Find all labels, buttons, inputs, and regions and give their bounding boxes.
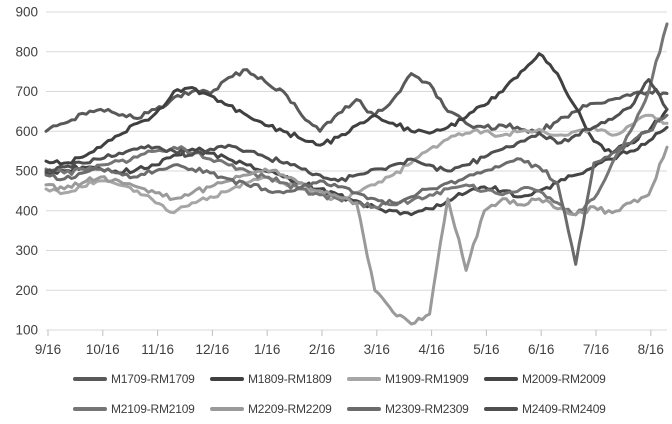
legend-marker-m2209-rm2209 (210, 407, 244, 411)
legend-label: M1709-RM1709 (111, 372, 195, 386)
series-line-m2009-rm2009 (44, 125, 669, 217)
x-axis-label-3/16: 3/16 (364, 342, 390, 357)
legend-item-m1709-rm1709: M1709-RM1709 (73, 372, 195, 386)
x-axis-label-12/16: 12/16 (196, 342, 230, 357)
legend-item-m2409-rm2409: M2409-RM2409 (484, 402, 606, 416)
legend-marker-m2409-rm2409 (484, 407, 518, 411)
legend-item-m2009-rm2009: M2009-RM2009 (484, 372, 606, 386)
y-axis-label-700: 700 (15, 84, 38, 99)
legend-marker-m1909-rm1909 (347, 377, 381, 381)
legend-label: M2009-RM2009 (522, 372, 606, 386)
legend-marker-m1709-rm1709 (73, 377, 107, 381)
legend-label: M1809-RM1809 (248, 372, 332, 386)
series-line-m1809-rm1809 (44, 52, 669, 166)
legend-item-m1909-rm1909: M1909-RM1909 (347, 372, 469, 386)
x-axis-label-11/16: 11/16 (141, 342, 174, 357)
legend-marker-m2309-rm2309 (347, 407, 381, 411)
legend-marker-m2109-rm2109 (73, 407, 107, 411)
legend-label: M2409-RM2409 (522, 402, 606, 416)
series-line-m1709-rm1709 (44, 68, 669, 134)
series-line-m1909-rm1909 (44, 113, 669, 215)
legend-label: M1909-RM1909 (385, 372, 469, 386)
y-axis-label-200: 200 (15, 283, 38, 298)
x-axis-label-1/16: 1/16 (254, 342, 280, 357)
legend-label: M2209-RM2209 (248, 402, 332, 416)
y-axis-label-300: 300 (15, 243, 38, 258)
legend-marker-m1809-rm1809 (210, 377, 244, 381)
legend-item-m2109-rm2109: M2109-RM2109 (73, 402, 195, 416)
x-axis-label-10/16: 10/16 (86, 342, 120, 357)
x-axis-label-6/16: 6/16 (528, 342, 554, 357)
y-axis-label-800: 800 (15, 44, 38, 59)
series-line-m2409-rm2409 (44, 78, 669, 183)
y-axis-label-900: 900 (15, 5, 38, 20)
chart-legend: M1709-RM1709 M1809-RM1809 M1909-RM1909 M200… (0, 368, 672, 422)
legend-label: M2109-RM2109 (111, 402, 195, 416)
y-axis-label-100: 100 (15, 323, 38, 338)
plot-area: 900 800 700 600 500 400 300 200 100 9/16 10/16 11/1… (15, 5, 669, 357)
y-axis-label-400: 400 (15, 203, 38, 218)
legend-item-m2309-rm2309: M2309-RM2309 (347, 402, 469, 416)
x-axis-label-7/16: 7/16 (583, 342, 609, 357)
x-axis-label-9/16: 9/16 (35, 342, 61, 357)
x-axis-label-4/16: 4/16 (418, 342, 444, 357)
series-line-m2309-rm2309 (44, 113, 669, 266)
x-axis-label-8/16: 8/16 (638, 342, 664, 357)
x-axis-label-5/16: 5/16 (473, 342, 499, 357)
legend-item-m2209-rm2209: M2209-RM2209 (210, 402, 332, 416)
legend-marker-m2009-rm2009 (484, 377, 518, 381)
legend-label: M2309-RM2309 (385, 402, 469, 416)
y-axis-label-600: 600 (15, 124, 38, 139)
y-axis-label-500: 500 (15, 164, 38, 179)
x-axis-label-2/16: 2/16 (309, 342, 335, 357)
legend-item-m1809-rm1809: M1809-RM1809 (210, 372, 332, 386)
